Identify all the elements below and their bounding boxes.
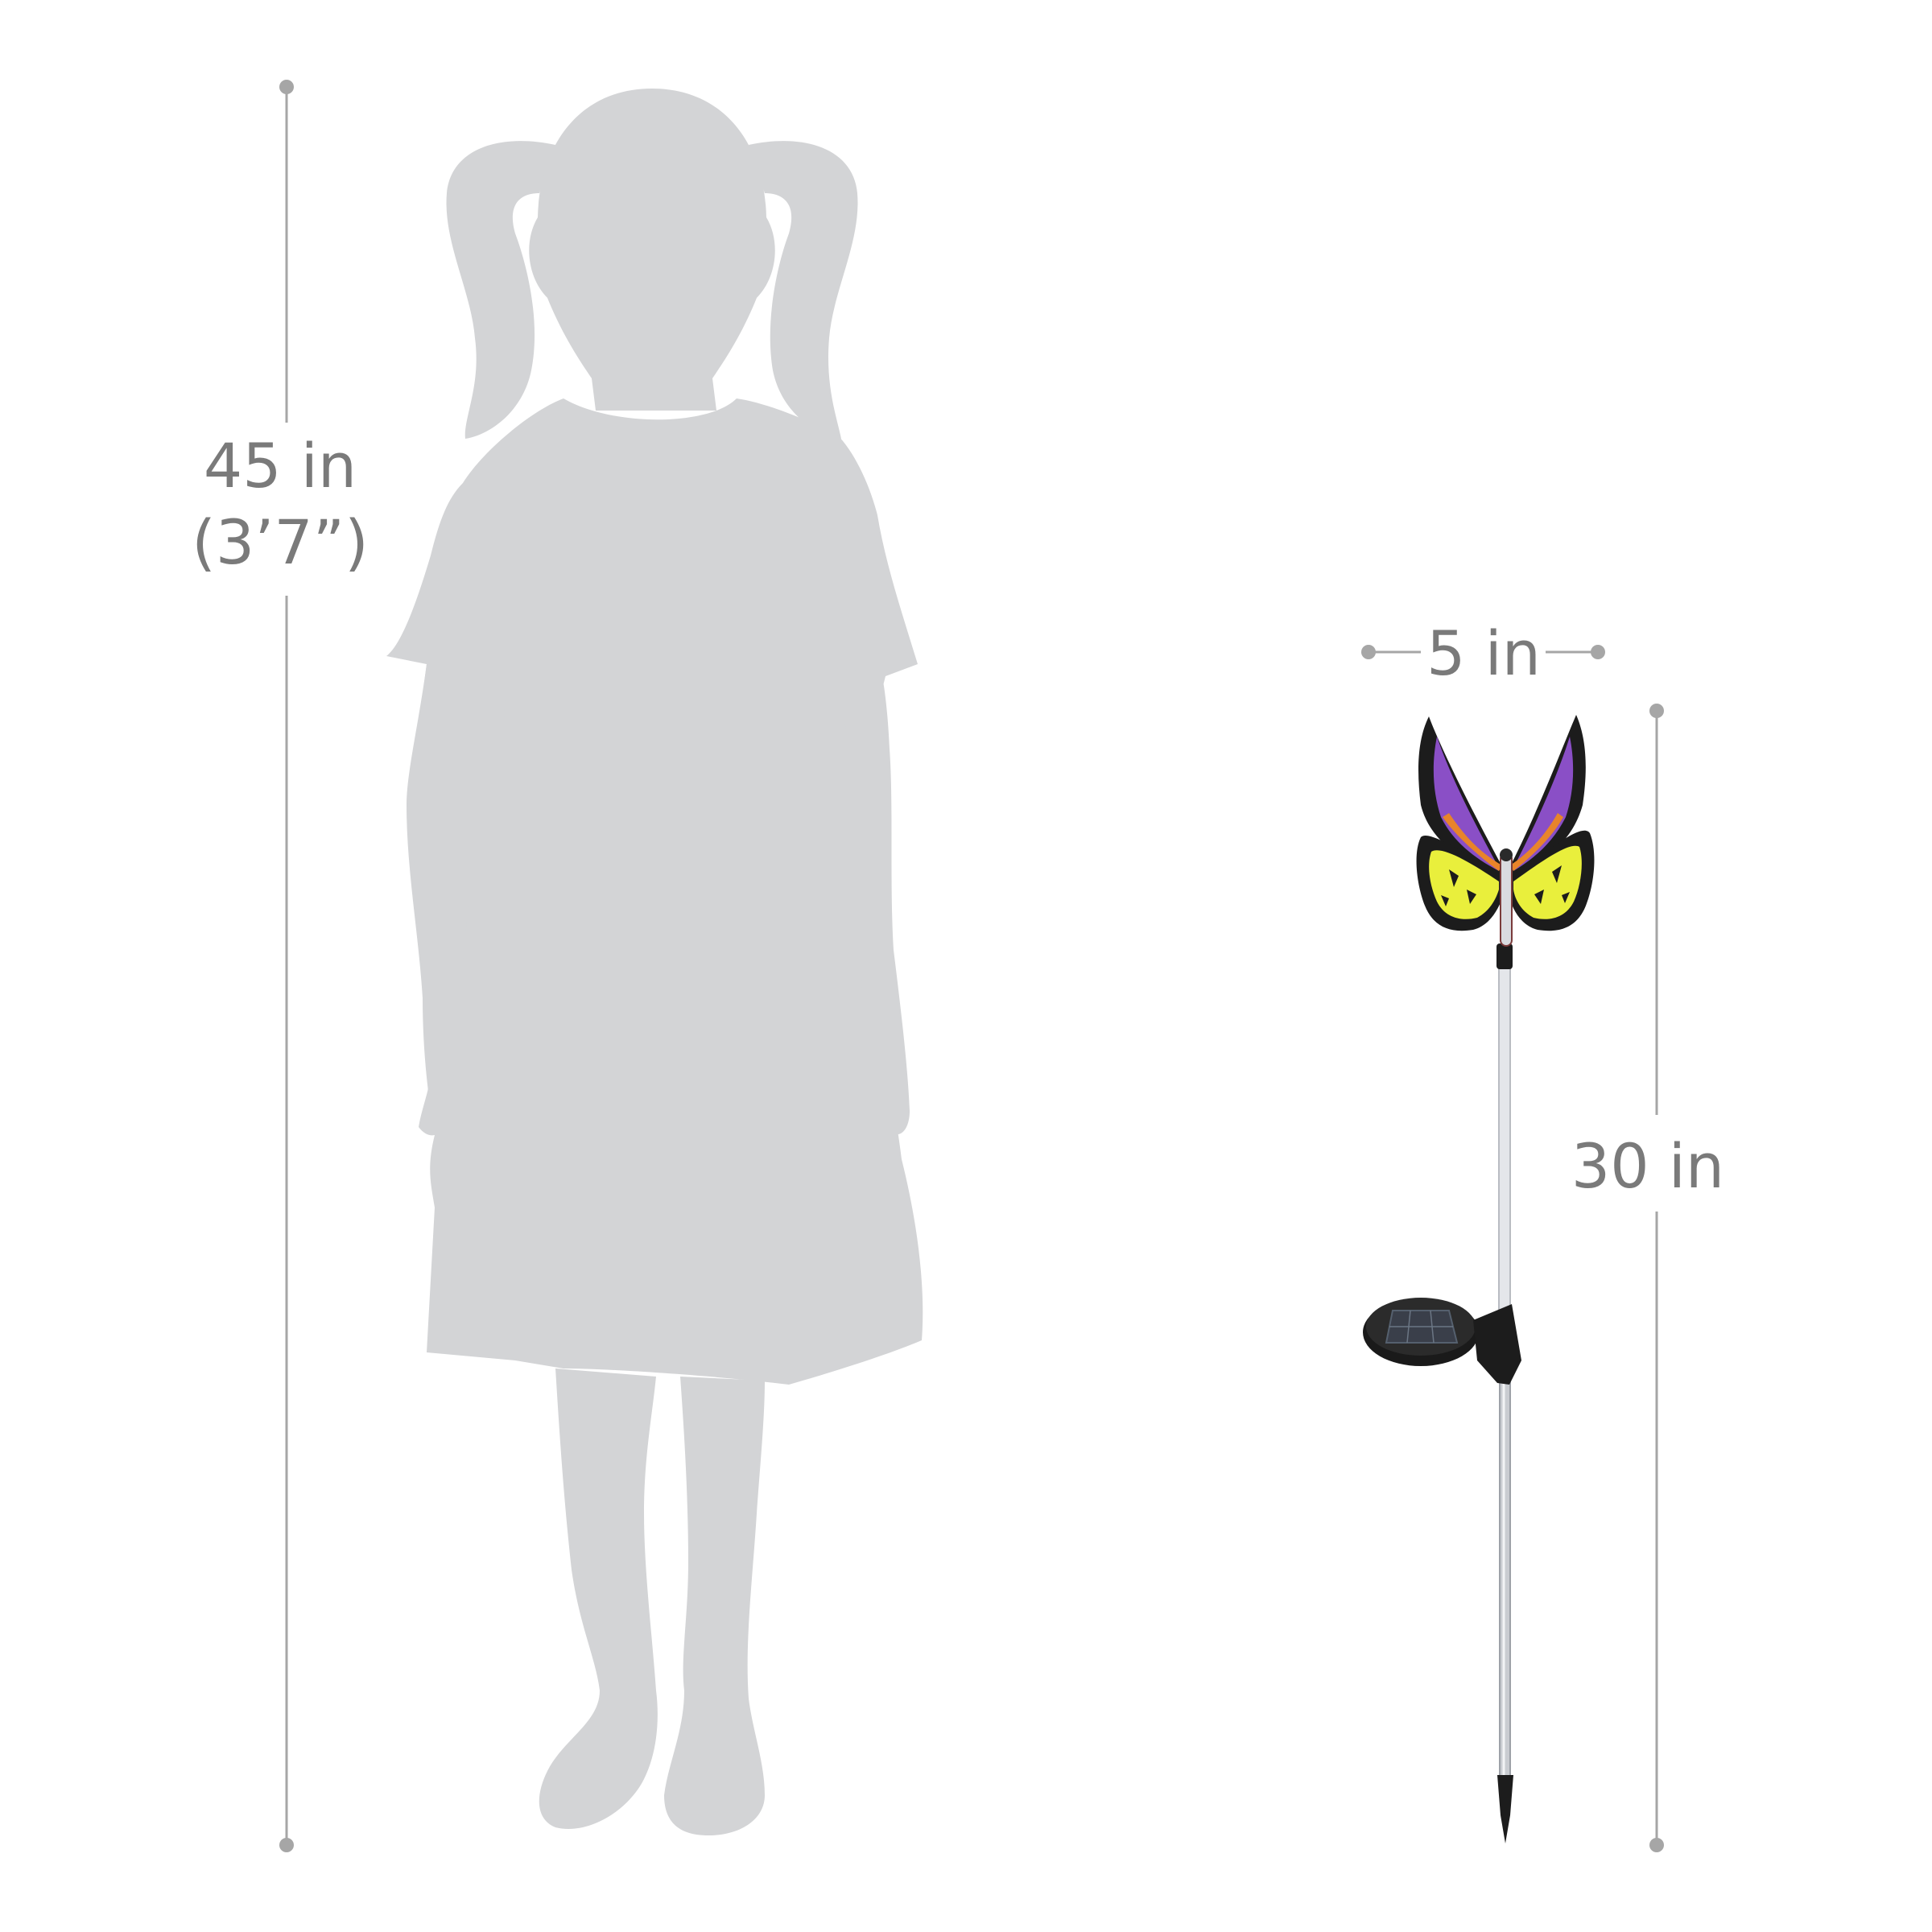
butterfly-right-wing [1509,715,1595,931]
stake-width-dimension: 5 in [1361,617,1605,689]
butterfly-body [1500,852,1513,947]
solar-panel-bracket [1473,1304,1521,1385]
right-leg [664,1377,765,1835]
right-arm [837,668,910,1135]
right-forewing-purple [1513,737,1574,871]
child-height-endpoint-top [279,80,294,94]
right-pigtail [749,141,858,439]
right-hindwing-marks [1534,865,1570,904]
child-height-dimension: 45 in (3’7”) [192,80,369,1852]
right-forewing-orange [1510,813,1563,871]
child-height-endpoint-bottom [279,1838,294,1852]
stake-width-endpoint-left [1361,645,1376,659]
left-pigtail [446,141,555,439]
left-forewing-orange [1443,813,1502,871]
butterfly-head [1500,848,1513,861]
stake-height-endpoint-bottom [1649,1838,1664,1852]
pole-connector [1496,943,1513,969]
neck [592,378,716,411]
stake-width-label: 5 in [1426,617,1541,689]
left-leg [539,1368,658,1829]
stake-height-dimension: 30 in [1571,704,1724,1852]
child-silhouette [386,89,923,1835]
torso-dress [386,398,923,1385]
stake-height-endpoint-top [1649,704,1664,718]
left-arm [413,664,506,1136]
child-height-label: 45 in [204,430,357,502]
ground-spike [1497,1775,1513,1843]
butterfly-left-wing [1416,716,1504,931]
stake-height-label: 30 in [1571,1130,1724,1202]
left-forewing-purple [1433,737,1499,871]
stake-width-endpoint-right [1591,645,1605,659]
child-height-label-feet: (3’7”) [192,506,369,578]
pole-upper [1498,965,1511,1313]
head [529,89,775,397]
butterfly-stake-light [1363,715,1595,1843]
left-hindwing-marks [1441,869,1476,906]
solar-panel [1363,1298,1521,1385]
